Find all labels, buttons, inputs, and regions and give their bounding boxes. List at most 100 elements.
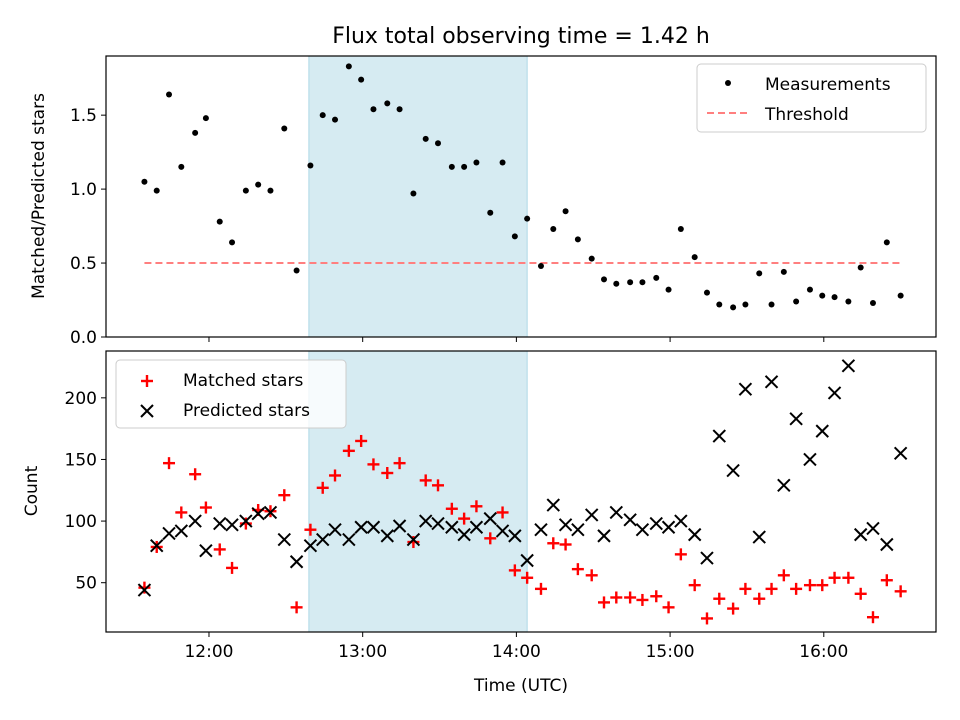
predicted-star-point: [392, 519, 407, 533]
y-tick-label: 150: [65, 450, 97, 470]
x-tick-label: 14:00: [492, 642, 541, 662]
bottom-panel-ticks: 50 100 150 200 12:00 13:00 14:00 15:00 16:00: [65, 389, 849, 662]
matched-star-point: [700, 612, 713, 625]
legend-matched-marker: [141, 375, 153, 387]
bottom-legend-box: [115, 359, 347, 429]
measurement-point: [242, 187, 249, 194]
predicted-star-point: [777, 478, 791, 493]
measurement-point: [601, 276, 607, 283]
measurement-point: [716, 301, 723, 308]
top-panel-frame: [105, 55, 937, 338]
matched-star-point: [727, 602, 740, 615]
predicted-star-point: [584, 508, 599, 522]
y-tick-label: 50: [75, 574, 97, 594]
bottom-y-axis-label: Count: [22, 465, 42, 516]
predicted-star-point: [866, 521, 880, 536]
x-tick-label: 16:00: [799, 642, 848, 662]
matched-star-point: [585, 569, 598, 582]
matched-star-point: [880, 574, 893, 587]
matched-star-point: [688, 579, 701, 592]
predicted-star-point: [827, 386, 842, 400]
measurement-point: [267, 187, 274, 194]
measurement-point: [319, 112, 326, 119]
predicted-star-point: [469, 520, 484, 534]
measurement-point: [202, 115, 209, 122]
matched-star-point: [674, 548, 687, 561]
measurement-point: [730, 304, 737, 311]
matched-star-point: [213, 543, 226, 556]
measurement-point: [499, 159, 506, 166]
measurement-point: [435, 140, 441, 147]
predicted-star-point: [354, 520, 368, 534]
matched-star-point: [458, 512, 471, 525]
matched-star-point: [753, 592, 766, 605]
predicted-star-point: [635, 522, 650, 537]
predicted-star-point: [534, 522, 548, 537]
measurement-point: [703, 289, 710, 296]
predicted-star-point: [674, 514, 688, 528]
predicted-star-point: [712, 429, 726, 443]
matched-star-point: [598, 596, 610, 609]
measurement-point: [627, 279, 634, 286]
predicted-star-point: [406, 532, 421, 547]
matched-star-point: [407, 536, 420, 549]
predicted-star-point: [162, 526, 176, 541]
matched-star-point: [175, 506, 188, 519]
measurement-point: [691, 254, 698, 261]
predicted-star-point: [328, 522, 342, 537]
matched-star-point: [445, 502, 458, 515]
predicted-star-point: [546, 498, 560, 512]
predicted-star-point: [649, 516, 663, 531]
predicted-star-point: [789, 412, 803, 426]
measurement-point: [653, 274, 660, 281]
predicted-star-point: [137, 583, 152, 597]
measurement-point: [396, 106, 403, 113]
predicted-star-point: [687, 527, 702, 542]
predicted-star-point: [726, 463, 740, 478]
matched-star-point: [199, 501, 212, 514]
predicted-star-point: [174, 524, 189, 538]
measurement-point: [780, 268, 787, 275]
x-tick-label: 12:00: [184, 642, 233, 662]
predicted-star-point: [495, 524, 510, 538]
predicted-star-point: [764, 375, 779, 389]
matched-star-point: [484, 532, 497, 545]
matched-star-point: [559, 538, 572, 551]
matched-star-point: [894, 585, 907, 598]
legend-predicted-marker: [140, 404, 154, 418]
matched-star-point: [419, 474, 432, 487]
matched-star-point: [496, 506, 509, 519]
measurement-point: [255, 181, 262, 188]
matched-star-point: [610, 591, 623, 604]
measurement-point: [370, 106, 377, 113]
top-y-axis-label: Matched/Predicted stars: [29, 93, 49, 299]
predicted-star-point: [853, 527, 868, 542]
measurement-point: [153, 187, 160, 194]
measurement-point: [293, 267, 300, 274]
matched-star-point: [713, 592, 726, 605]
matched-star-point: [432, 479, 444, 492]
predicted-star-point: [661, 520, 676, 534]
matched-star-point: [290, 601, 303, 614]
x-tick-label: 13:00: [338, 642, 387, 662]
predicted-star-point: [880, 537, 894, 552]
y-tick-label: 0.0: [70, 328, 97, 348]
matched-star-point: [650, 590, 663, 603]
y-tick-label: 100: [65, 512, 97, 532]
measurement-point: [639, 279, 646, 286]
predicted-star-point: [893, 446, 908, 461]
measurement-point: [756, 270, 763, 277]
predicted-star-point: [316, 532, 330, 547]
x-axis-label: Time (UTC): [473, 676, 568, 696]
legend-predicted-label: Predicted stars: [183, 401, 310, 421]
measurement-point: [461, 163, 468, 170]
measurement-point: [332, 116, 339, 123]
matched-star-point: [777, 569, 790, 582]
matched-star-point: [342, 444, 355, 457]
predicted-star-point: [483, 511, 497, 526]
measurement-point: [192, 129, 199, 136]
predicted-star-point: [571, 522, 585, 537]
measurements-points: [141, 63, 904, 311]
predicted-star-point: [263, 505, 278, 520]
matched-star-point: [866, 611, 879, 624]
